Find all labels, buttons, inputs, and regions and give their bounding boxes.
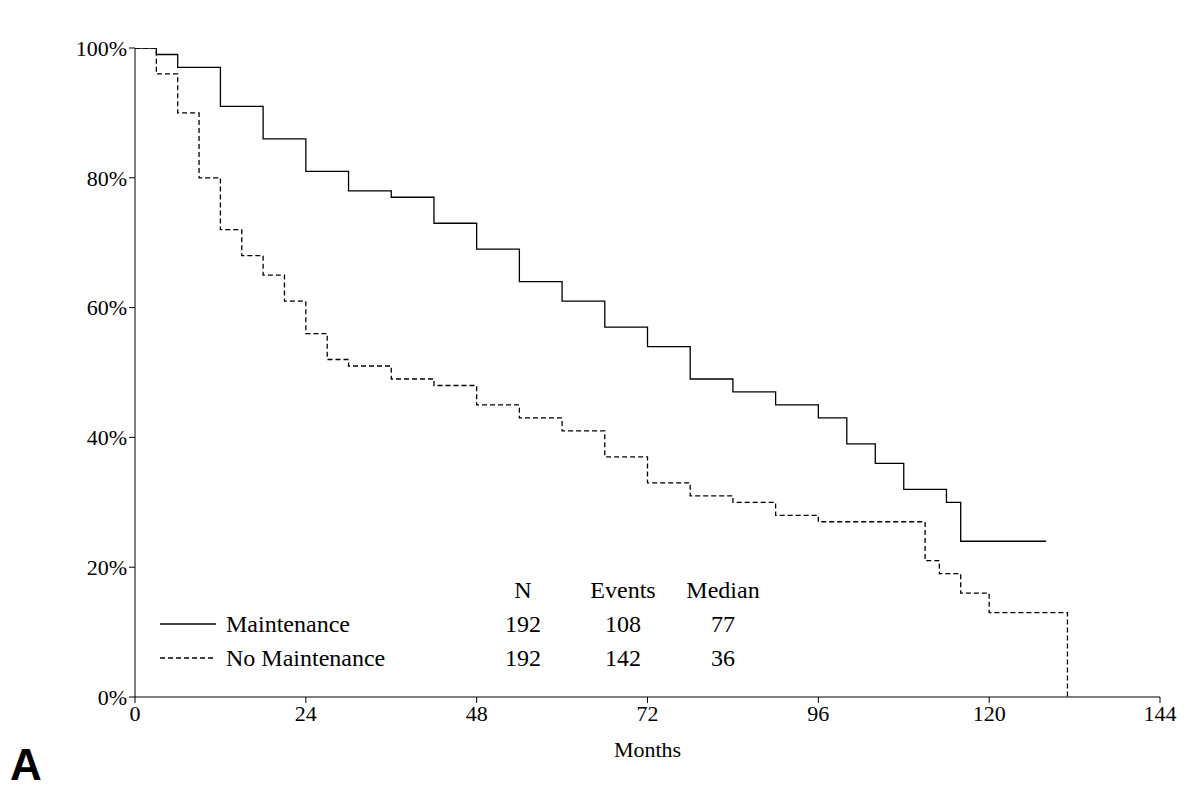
svg-text:48: 48 bbox=[466, 701, 488, 726]
html-text:36: 36 bbox=[711, 645, 735, 671]
svg-text:80%: 80% bbox=[87, 166, 127, 191]
html-text:N: N bbox=[514, 577, 532, 603]
html-text:Maintenance: Maintenance bbox=[226, 611, 350, 637]
html-text:192: 192 bbox=[505, 645, 541, 671]
svg-text:60%: 60% bbox=[87, 295, 127, 320]
svg-text:120: 120 bbox=[973, 701, 1006, 726]
html-text:Median: Median bbox=[686, 577, 760, 603]
html-text:A: A bbox=[10, 740, 42, 789]
svg-text:144: 144 bbox=[1144, 701, 1177, 726]
svg-text:40%: 40% bbox=[87, 425, 127, 450]
html-text:108: 108 bbox=[605, 611, 641, 637]
svg-text:24: 24 bbox=[295, 701, 317, 726]
html-text:No Maintenance: No Maintenance bbox=[226, 645, 386, 671]
svg-text:96: 96 bbox=[807, 701, 829, 726]
svg-text:100%: 100% bbox=[76, 36, 127, 61]
svg-text:Months: Months bbox=[614, 737, 681, 762]
html-text:142: 142 bbox=[605, 645, 641, 671]
svg-text:72: 72 bbox=[637, 701, 659, 726]
svg-text:0%: 0% bbox=[98, 685, 127, 710]
html-text:192: 192 bbox=[505, 611, 541, 637]
svg-text:0: 0 bbox=[130, 701, 141, 726]
html-text:Events: Events bbox=[590, 577, 656, 603]
html-text:77: 77 bbox=[711, 611, 735, 637]
svg-text:20%: 20% bbox=[87, 555, 127, 580]
